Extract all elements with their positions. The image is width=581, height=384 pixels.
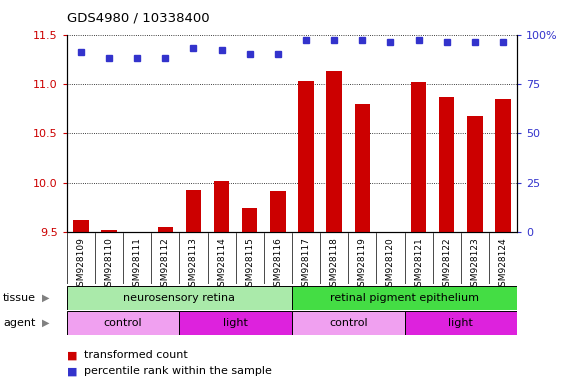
Bar [186,190,201,232]
Text: GSM928111: GSM928111 [132,237,142,292]
Text: GSM928120: GSM928120 [386,237,395,292]
Text: GSM928113: GSM928113 [189,237,198,292]
Text: GSM928116: GSM928116 [274,237,282,292]
Bar [270,191,286,232]
Bar [439,97,454,232]
Text: control: control [329,318,368,328]
Bar [73,220,89,232]
Bar [67,311,180,335]
Bar [354,104,370,232]
Bar [411,82,426,232]
Text: retinal pigment epithelium: retinal pigment epithelium [330,293,479,303]
Bar [467,116,483,232]
Bar [157,227,173,232]
Text: control: control [104,318,142,328]
Bar [101,230,117,232]
Text: GSM928118: GSM928118 [329,237,339,292]
Text: GSM928119: GSM928119 [358,237,367,292]
Text: GSM928124: GSM928124 [498,237,508,292]
Text: GDS4980 / 10338400: GDS4980 / 10338400 [67,12,209,25]
Text: percentile rank within the sample: percentile rank within the sample [84,366,272,376]
Text: GSM928112: GSM928112 [161,237,170,292]
Bar [242,208,257,232]
Bar [327,71,342,232]
Text: light: light [449,318,474,328]
Text: GSM928122: GSM928122 [442,237,451,292]
Text: transformed count: transformed count [84,350,188,360]
Bar [67,286,292,310]
Text: GSM928117: GSM928117 [302,237,310,292]
Text: GSM928115: GSM928115 [245,237,254,292]
Text: GSM928123: GSM928123 [471,237,479,292]
Text: neurosensory retina: neurosensory retina [123,293,235,303]
Text: ▶: ▶ [42,293,49,303]
Text: ▶: ▶ [42,318,49,328]
Bar [292,286,517,310]
Bar [298,81,314,232]
Text: GSM928114: GSM928114 [217,237,226,292]
Text: ■: ■ [67,366,77,376]
Text: GSM928110: GSM928110 [105,237,113,292]
Bar [495,99,511,232]
Bar [404,311,517,335]
Bar [214,181,229,232]
Bar [292,311,404,335]
Text: GSM928109: GSM928109 [76,237,85,292]
Text: agent: agent [3,318,35,328]
Text: tissue: tissue [3,293,36,303]
Bar [180,311,292,335]
Text: light: light [223,318,248,328]
Text: GSM928121: GSM928121 [414,237,423,292]
Text: ■: ■ [67,350,77,360]
